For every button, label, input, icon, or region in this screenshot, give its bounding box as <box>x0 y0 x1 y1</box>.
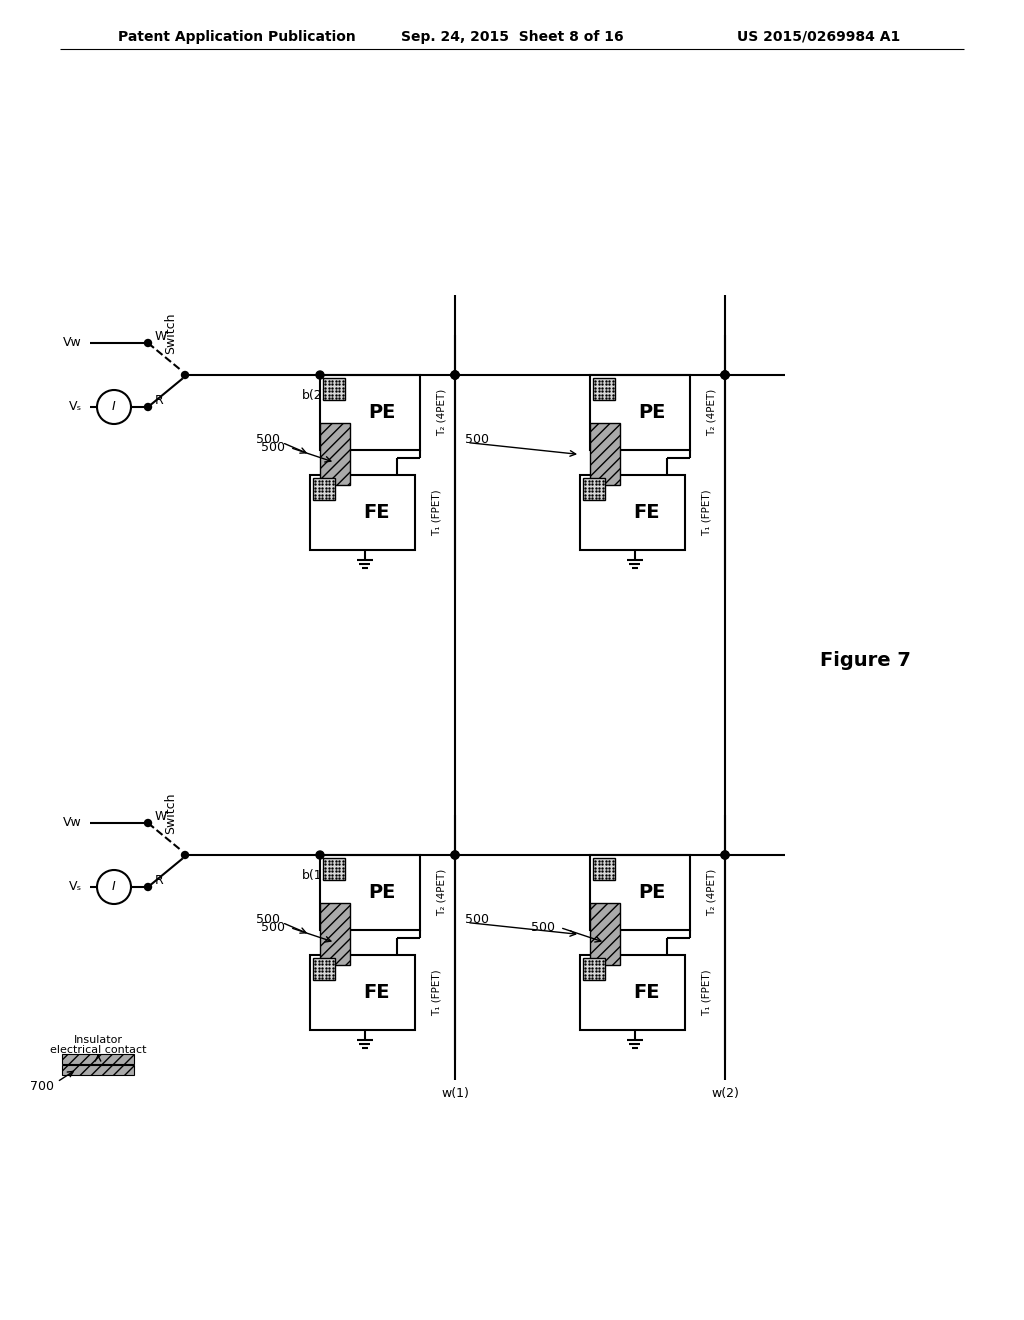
Text: 500: 500 <box>261 441 285 454</box>
Text: W: W <box>155 809 167 822</box>
Bar <box>319 855 420 931</box>
Text: PE: PE <box>638 883 666 902</box>
Bar <box>310 954 415 1030</box>
Text: FE: FE <box>362 503 389 521</box>
Text: T₂ (4PET): T₂ (4PET) <box>707 869 717 916</box>
Text: W: W <box>155 330 167 342</box>
Text: 500: 500 <box>465 913 489 927</box>
Circle shape <box>144 339 152 346</box>
Text: w(2): w(2) <box>711 1088 739 1101</box>
Text: I: I <box>112 400 116 413</box>
Text: Vᴡ: Vᴡ <box>63 337 82 350</box>
Bar <box>319 375 420 450</box>
Circle shape <box>451 851 459 859</box>
Text: Vₛ: Vₛ <box>69 880 82 894</box>
Text: w(1): w(1) <box>441 1088 469 1101</box>
Bar <box>583 478 605 500</box>
Text: T₁ (FPET): T₁ (FPET) <box>432 969 442 1016</box>
Text: R: R <box>155 874 164 887</box>
Text: T₁ (FPET): T₁ (FPET) <box>702 969 712 1016</box>
Circle shape <box>721 371 729 379</box>
Text: Sep. 24, 2015  Sheet 8 of 16: Sep. 24, 2015 Sheet 8 of 16 <box>400 30 624 44</box>
Bar <box>580 954 685 1030</box>
Circle shape <box>97 389 131 424</box>
Text: Patent Application Publication: Patent Application Publication <box>118 30 355 44</box>
Text: PR: PR <box>328 865 340 874</box>
Text: PE: PE <box>638 403 666 422</box>
Text: R: R <box>155 395 164 408</box>
Text: 500: 500 <box>261 921 285 935</box>
Text: 500: 500 <box>465 433 489 446</box>
Text: Vᴡ: Vᴡ <box>63 817 82 829</box>
Bar <box>593 378 615 400</box>
Bar <box>583 958 605 979</box>
Text: PR: PR <box>588 965 600 974</box>
Text: Switch: Switch <box>165 313 177 354</box>
Bar <box>313 958 335 979</box>
Text: Vₛ: Vₛ <box>69 400 82 413</box>
Circle shape <box>97 870 131 904</box>
Text: 700: 700 <box>30 1081 54 1093</box>
Text: FE: FE <box>633 503 659 521</box>
Text: PR: PR <box>318 484 330 494</box>
Bar <box>313 478 335 500</box>
Bar <box>593 858 615 880</box>
Text: FE: FE <box>362 983 389 1002</box>
Circle shape <box>316 371 324 379</box>
Text: I: I <box>112 880 116 894</box>
Circle shape <box>144 820 152 826</box>
Text: PR: PR <box>598 384 610 393</box>
Bar <box>590 422 620 484</box>
Text: PR: PR <box>598 865 610 874</box>
Circle shape <box>451 851 459 859</box>
Circle shape <box>721 371 729 379</box>
Bar <box>323 858 345 880</box>
Text: PE: PE <box>369 403 395 422</box>
Text: PR: PR <box>328 384 340 393</box>
Bar <box>310 475 415 550</box>
Circle shape <box>144 404 152 411</box>
Text: b(2): b(2) <box>302 388 328 401</box>
Circle shape <box>451 371 459 379</box>
Bar <box>319 422 350 484</box>
Bar <box>62 1065 134 1074</box>
Text: Insulator: Insulator <box>74 1035 123 1045</box>
Bar <box>590 903 620 965</box>
Text: 500: 500 <box>256 433 280 446</box>
Circle shape <box>144 883 152 891</box>
Text: PE: PE <box>369 883 395 902</box>
Circle shape <box>181 851 188 858</box>
Circle shape <box>316 851 324 859</box>
Text: Switch: Switch <box>165 792 177 834</box>
Text: T₂ (4PET): T₂ (4PET) <box>707 389 717 436</box>
Text: US 2015/0269984 A1: US 2015/0269984 A1 <box>736 30 900 44</box>
Text: T₂ (4PET): T₂ (4PET) <box>437 389 447 436</box>
Circle shape <box>181 371 188 379</box>
Text: PR: PR <box>318 965 330 974</box>
Text: T₂ (4PET): T₂ (4PET) <box>437 869 447 916</box>
Bar <box>323 378 345 400</box>
Bar <box>580 475 685 550</box>
Text: b(1): b(1) <box>302 869 328 882</box>
Circle shape <box>721 851 729 859</box>
Circle shape <box>721 371 729 379</box>
Text: Figure 7: Figure 7 <box>820 651 911 669</box>
Circle shape <box>451 371 459 379</box>
Bar <box>319 903 350 965</box>
Text: T₁ (FPET): T₁ (FPET) <box>702 490 712 536</box>
Bar <box>62 1053 134 1064</box>
Bar <box>590 855 690 931</box>
Text: electrical contact: electrical contact <box>50 1045 146 1055</box>
Circle shape <box>721 851 729 859</box>
Text: FE: FE <box>633 983 659 1002</box>
Text: T₁ (FPET): T₁ (FPET) <box>432 490 442 536</box>
Text: PR: PR <box>588 484 600 494</box>
Bar <box>590 375 690 450</box>
Text: 500: 500 <box>256 913 280 927</box>
Text: 500: 500 <box>531 921 555 935</box>
Circle shape <box>451 371 459 379</box>
